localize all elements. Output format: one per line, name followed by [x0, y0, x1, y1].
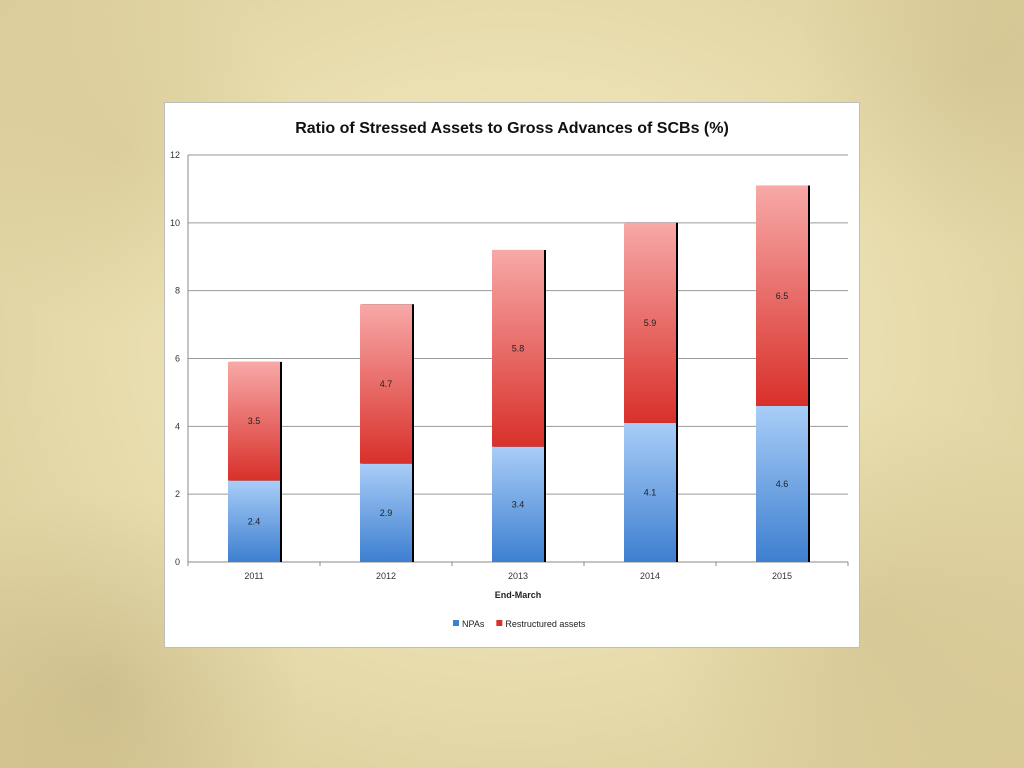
data-label-npa: 2.9 [380, 508, 393, 518]
bar-npa [360, 463, 412, 562]
bar-group-2013: 3.4 5.8 [492, 249, 546, 562]
y-tick-label: 4 [175, 421, 180, 431]
stacked-bar-chart: Ratio of Stressed Assets to Gross Advanc… [170, 120, 849, 629]
y-axis-ticks: 0 2 4 6 8 10 12 [170, 150, 180, 567]
x-tick-label: 2011 [244, 571, 263, 581]
chart-panel: Ratio of Stressed Assets to Gross Advanc… [164, 102, 860, 648]
bar-npa [756, 405, 808, 562]
y-tick-label: 12 [170, 150, 180, 160]
bar-restructured [756, 185, 808, 406]
y-tick-label: 10 [170, 218, 180, 228]
data-label-restructured: 5.8 [512, 343, 525, 353]
legend-swatch [496, 620, 503, 626]
x-tick-label: 2014 [640, 571, 660, 581]
data-label-npa: 4.6 [776, 479, 789, 489]
bar-group-2014: 4.1 5.9 [624, 222, 678, 562]
x-tick-label: 2013 [508, 571, 528, 581]
bar-npa [492, 446, 544, 562]
legend-label: Restructured assets [505, 619, 586, 629]
data-label-npa: 3.4 [512, 499, 525, 509]
bar-group-2015: 4.6 6.5 [756, 185, 810, 562]
bar-group-2011: 2.4 3.5 [228, 361, 282, 562]
y-tick-label: 6 [175, 354, 180, 364]
bar-restructured [624, 222, 676, 423]
data-label-restructured: 3.5 [248, 416, 261, 426]
data-label-npa: 2.4 [248, 516, 261, 526]
legend: NPAs Restructured assets [453, 619, 586, 629]
legend-swatch [453, 620, 459, 626]
bar-group-2012: 2.9 4.7 [360, 304, 414, 562]
x-axis-label: End-March [495, 590, 542, 600]
y-tick-label: 2 [175, 489, 180, 499]
data-label-restructured: 6.5 [776, 291, 789, 301]
x-axis-ticks: 2011 2012 2013 2014 2015 [187, 562, 849, 581]
x-tick-label: 2012 [376, 571, 396, 581]
data-label-restructured: 5.9 [644, 318, 657, 328]
chart-title: Ratio of Stressed Assets to Gross Advanc… [295, 120, 729, 137]
y-tick-label: 8 [175, 286, 180, 296]
bar-restructured [228, 361, 280, 481]
bar-restructured [360, 304, 412, 464]
data-label-restructured: 4.7 [380, 379, 393, 389]
y-tick-label: 0 [175, 557, 180, 567]
data-label-npa: 4.1 [644, 487, 657, 497]
x-tick-label: 2015 [772, 571, 792, 581]
bar-npa [624, 422, 676, 562]
bars: 2.4 3.5 2.9 4.7 3.4 5.8 4.1 5.9 4.6 6.5 [228, 185, 810, 562]
legend-label: NPAs [462, 619, 485, 629]
bar-restructured [492, 249, 544, 447]
bar-npa [228, 480, 280, 562]
